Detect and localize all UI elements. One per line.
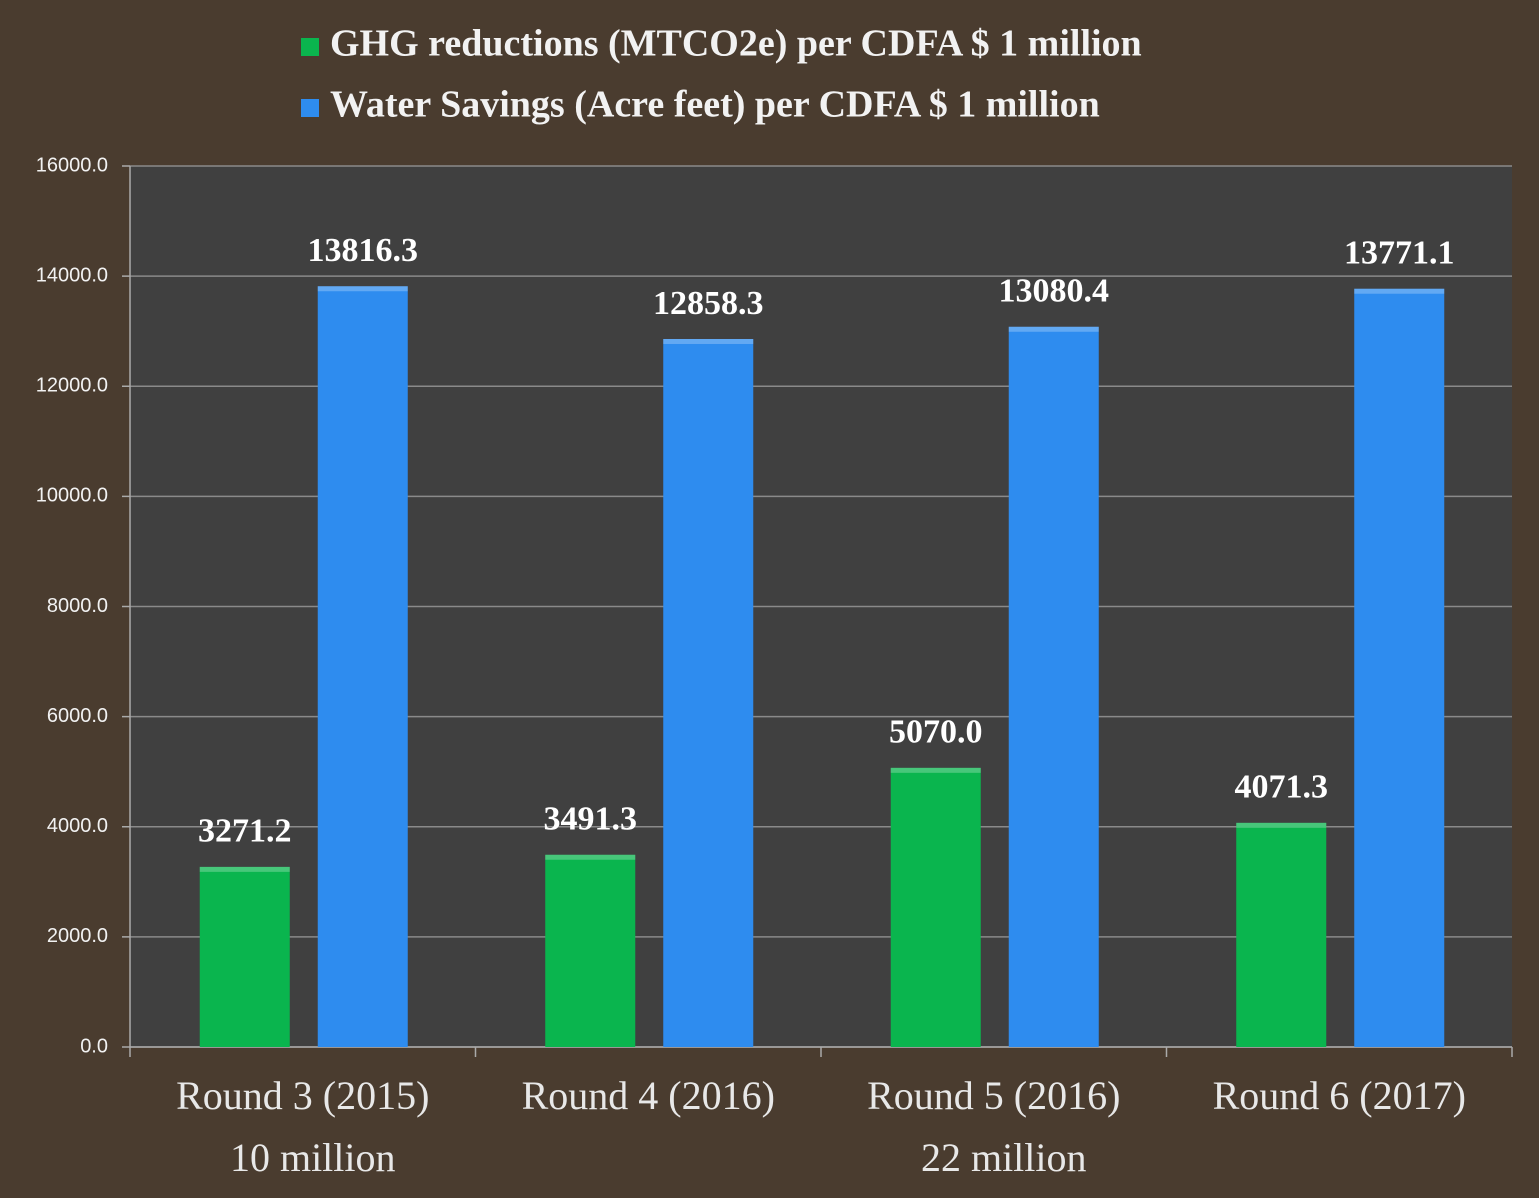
bar-highlight [317, 286, 408, 292]
bar-highlight [199, 866, 290, 872]
bar [663, 338, 754, 1047]
x-tick-label: Round 3 (2015) [176, 1073, 429, 1118]
bar [890, 767, 981, 1047]
bar [1354, 288, 1445, 1047]
bar [1008, 326, 1099, 1047]
y-tick-label: 10000.0 [36, 485, 108, 507]
data-label: 13816.3 [308, 232, 419, 269]
y-tick-label: 4000.0 [47, 815, 108, 837]
bar [199, 866, 290, 1047]
annotation: 22 million [921, 1135, 1087, 1180]
legend-swatch [301, 38, 319, 56]
y-tick-label: 2000.0 [47, 925, 108, 947]
bar [545, 854, 636, 1047]
x-tick-label: Round 5 (2016) [867, 1073, 1120, 1118]
data-label: 12858.3 [653, 285, 764, 322]
bar-highlight [663, 338, 754, 344]
annotation: 10 million [230, 1135, 396, 1180]
x-tick-label: Round 6 (2017) [1213, 1073, 1466, 1118]
bar-highlight [1008, 326, 1099, 332]
data-label: 13771.1 [1344, 235, 1455, 272]
y-tick-label: 8000.0 [47, 595, 108, 617]
data-label: 4071.3 [1235, 769, 1329, 806]
legend-swatch [301, 99, 319, 117]
legend-label: GHG reductions (MTCO2e) per CDFA $ 1 mil… [330, 23, 1142, 65]
bar-highlight [545, 854, 636, 860]
bar-highlight [1236, 822, 1327, 828]
y-tick-label: 6000.0 [47, 705, 108, 727]
data-label: 13080.4 [999, 273, 1110, 310]
y-tick-label: 16000.0 [36, 154, 108, 176]
bar-highlight [1354, 288, 1445, 294]
bar-highlight [890, 767, 981, 773]
bar [317, 286, 408, 1047]
legend-label: Water Savings (Acre feet) per CDFA $ 1 m… [330, 84, 1100, 126]
y-tick-label: 12000.0 [36, 375, 108, 397]
data-label: 3271.2 [198, 813, 292, 850]
data-label: 3491.3 [544, 801, 638, 838]
bar [1236, 822, 1327, 1047]
x-tick-label: Round 4 (2016) [522, 1073, 775, 1118]
y-tick-label: 0.0 [80, 1035, 108, 1057]
y-tick-label: 14000.0 [36, 264, 108, 286]
data-label: 5070.0 [889, 714, 983, 751]
